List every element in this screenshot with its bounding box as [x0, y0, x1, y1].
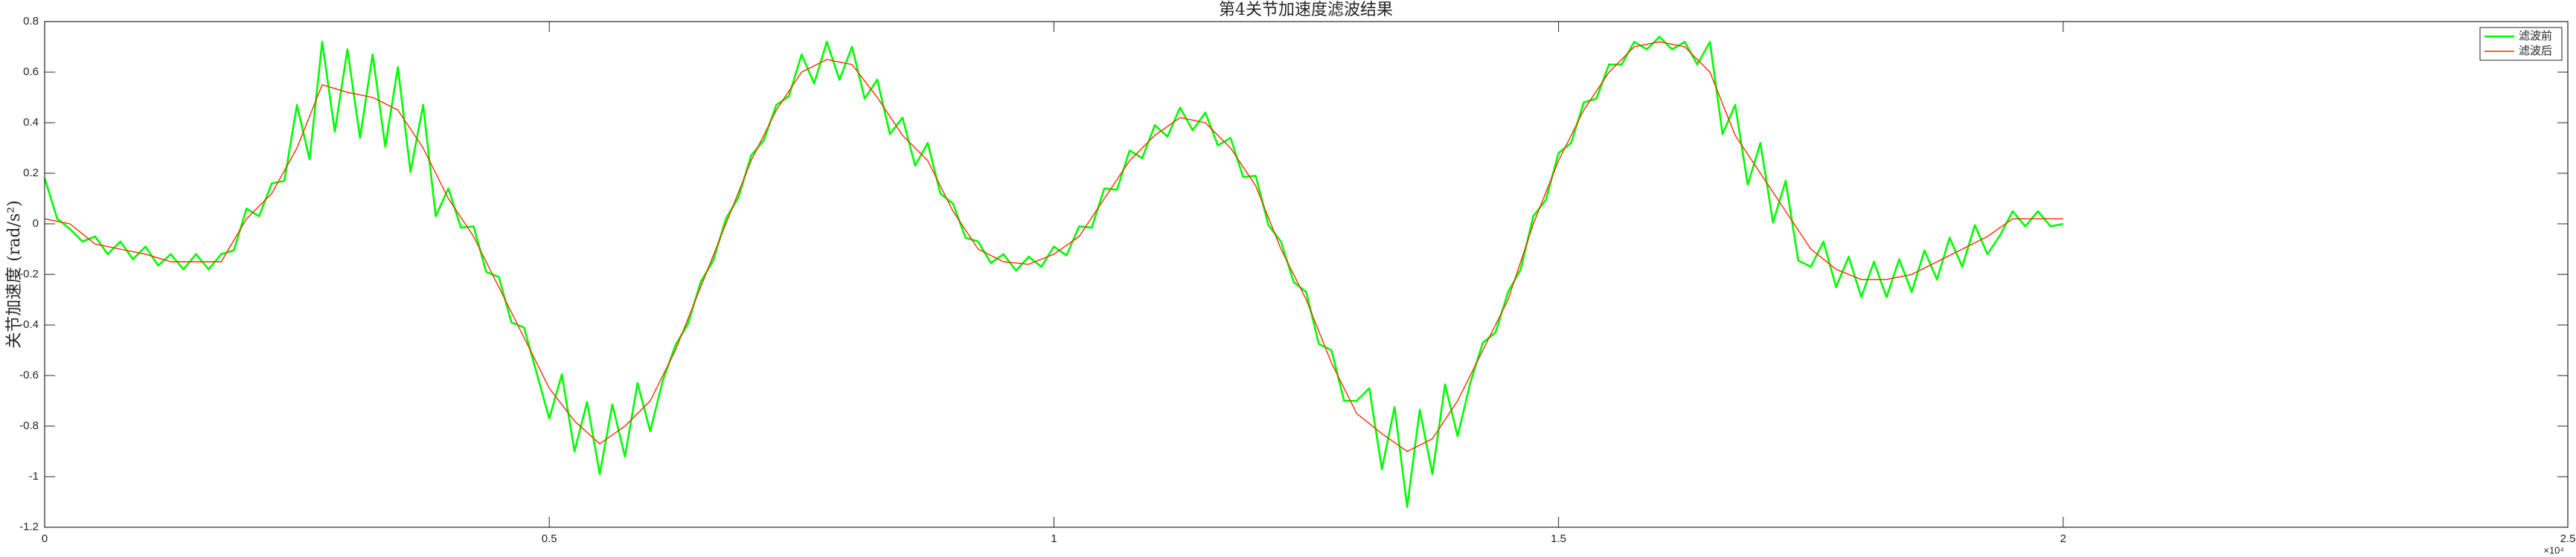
chart-title: 第4关节加速度滤波结果: [1219, 1, 1393, 19]
legend-box: [2479, 27, 2563, 61]
data-line: [43, 36, 2064, 509]
data-line: [44, 41, 2063, 452]
y-tick-label: 0.6: [23, 65, 39, 78]
y-tick-label: -0.4: [19, 318, 39, 331]
x-tick-label: 1: [1051, 532, 1057, 545]
y-tick-label: -0.6: [19, 369, 39, 381]
y-tick-label: -0.2: [19, 268, 39, 280]
plot-area: [45, 22, 2568, 527]
y-axis-label: 关节加速度 (rad/s²): [5, 200, 24, 348]
y-tick-label: -0.8: [19, 419, 39, 432]
x-tick-label: 2.5: [2560, 532, 2576, 545]
y-tick-label: 0.8: [23, 15, 39, 28]
y-tick-label: 0.2: [23, 167, 39, 179]
axes-box: [44, 21, 2569, 528]
y-tick-label: -1.2: [19, 521, 39, 533]
legend-label: 滤波前: [2519, 29, 2552, 42]
x-tick-label: 0: [42, 532, 48, 545]
x-axis-multiplier: ×10⁴: [2543, 544, 2564, 556]
x-tick-label: 0.5: [542, 532, 557, 545]
x-tick-label: 2: [2060, 532, 2066, 545]
y-tick-label: 0.4: [23, 116, 39, 129]
x-tick-label: 1.5: [1551, 532, 1566, 545]
y-tick-label: -1: [29, 470, 39, 483]
y-tick-label: 0: [33, 217, 39, 230]
legend-label: 滤波后: [2519, 44, 2552, 57]
